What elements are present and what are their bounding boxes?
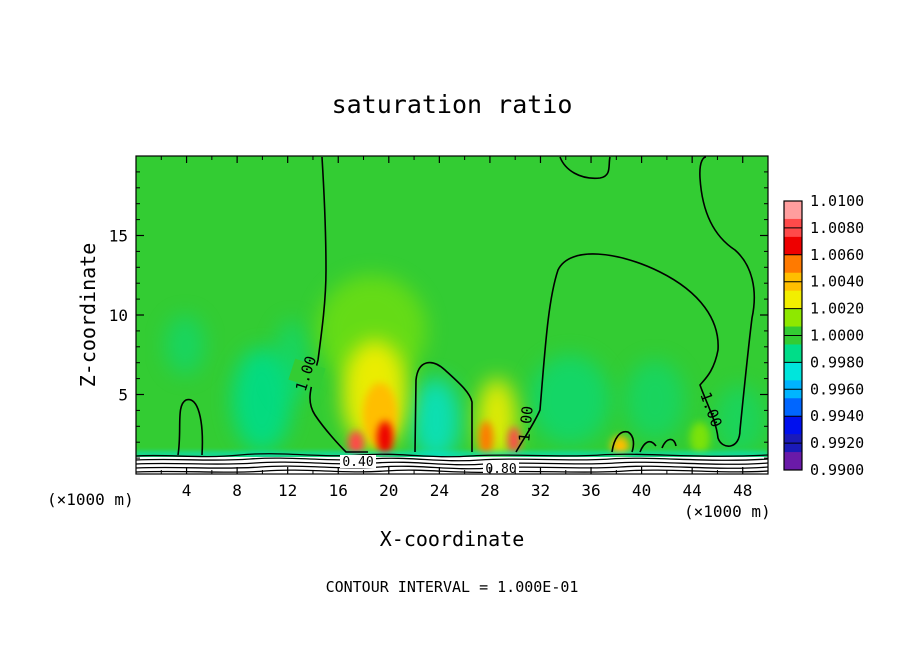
y-tick-label-0: 5 xyxy=(118,386,128,405)
colorbar-swatch-6 xyxy=(784,308,802,328)
x-tick-label-1: 8 xyxy=(232,481,242,500)
colorbar-label-8: 0.9940 xyxy=(810,407,864,425)
contour-labels: 1.00 1.00 1.00 0.40 0.80 xyxy=(288,354,726,477)
colorbar: 1.0100 1.0080 1.0060 1.0040 1.0020 1.0000 0.99… xyxy=(783,192,864,479)
y-axis: 5 10 15 xyxy=(109,171,768,459)
colorbar-label-1: 1.0080 xyxy=(810,219,864,237)
colorbar-label-10: 0.9900 xyxy=(810,461,864,479)
x-tick-label-0: 4 xyxy=(182,481,192,500)
x-unit-label-right: (×1000 m) xyxy=(684,502,771,521)
colorbar-swatch-9 xyxy=(784,362,802,381)
colorbar-swatch-12 xyxy=(784,416,802,435)
x-tick-label-11: 48 xyxy=(733,481,752,500)
colorbar-swatch-14 xyxy=(784,452,802,471)
colorbar-swatch-2 xyxy=(784,236,802,256)
colorbar-swatch-0 xyxy=(784,201,802,220)
field-anomalies xyxy=(136,275,768,462)
x-tick-label-9: 40 xyxy=(632,481,651,500)
colorbar-label-3: 1.0040 xyxy=(810,273,864,291)
colorbar-swatch-8 xyxy=(784,344,802,363)
x-axis: 4 8 12 16 20 24 28 32 36 40 44 48 xyxy=(160,156,752,500)
colorbar-swatch-3 xyxy=(784,254,802,274)
y-tick-label-2: 15 xyxy=(109,227,128,246)
x-tick-label-7: 32 xyxy=(531,481,550,500)
colorbar-swatch-5 xyxy=(784,290,802,310)
y-axis-label: Z-coordinate xyxy=(76,243,100,388)
x-tick-label-3: 16 xyxy=(329,481,348,500)
y-tick-label-1: 10 xyxy=(109,306,128,325)
chart-title: saturation ratio xyxy=(332,90,573,119)
plot-area: 1.00 1.00 1.00 0.40 0.80 xyxy=(136,156,768,477)
x-tick-label-8: 36 xyxy=(581,481,600,500)
colorbar-label-4: 1.0020 xyxy=(810,300,864,318)
colorbar-label-6: 0.9980 xyxy=(810,353,864,371)
colorbar-swatch-11 xyxy=(784,398,802,417)
colorbar-label-5: 1.0000 xyxy=(810,327,864,345)
contour-label-4: 0.40 xyxy=(342,455,373,470)
x-axis-label: X-coordinate xyxy=(380,527,525,551)
x-tick-label-4: 20 xyxy=(379,481,398,500)
x-tick-label-6: 28 xyxy=(480,481,499,500)
surface-layer xyxy=(136,453,768,474)
contour-lines xyxy=(177,156,756,456)
x-tick-label-5: 24 xyxy=(430,481,449,500)
x-unit-label-left: (×1000 m) xyxy=(47,490,134,509)
contour-label-5: 0.80 xyxy=(485,462,516,477)
contour-label-2: 1.00 xyxy=(515,405,537,443)
x-tick-label-10: 44 xyxy=(683,481,702,500)
colorbar-label-0: 1.0100 xyxy=(810,192,864,210)
colorbar-label-7: 0.9960 xyxy=(810,380,864,398)
x-tick-label-2: 12 xyxy=(278,481,297,500)
colorbar-label-9: 0.9920 xyxy=(810,434,864,452)
colorbar-label-2: 1.0060 xyxy=(810,246,864,264)
contour-interval-note: CONTOUR INTERVAL = 1.000E-01 xyxy=(326,578,579,596)
